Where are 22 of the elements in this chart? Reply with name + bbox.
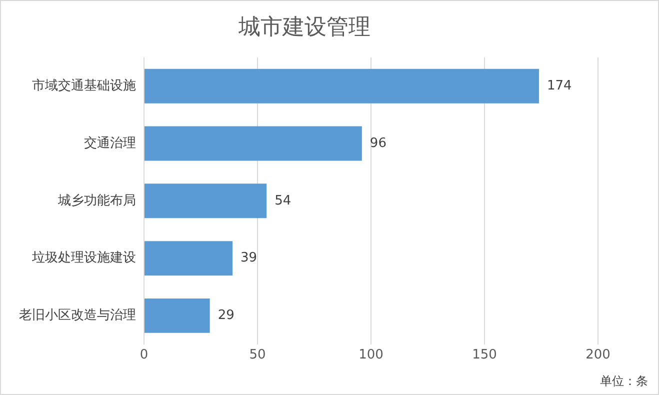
y-tick-label: 交通治理 [84, 134, 136, 151]
x-tick-label: 150 [472, 348, 497, 363]
bar [144, 241, 233, 276]
text: 单位：条 [600, 374, 648, 388]
bar [144, 126, 362, 161]
y-tick-label: 城乡功能布局 [57, 193, 136, 208]
x-tick-label: 50 [249, 348, 266, 363]
y-tick-label: 垃圾处理设施建设 [31, 250, 136, 266]
data-label: 96 [370, 136, 386, 151]
data-label: 174 [546, 78, 572, 94]
data-label: 39 [240, 250, 258, 266]
x-tick-label: 100 [358, 348, 384, 363]
y-tick-label: 市域交通基础设施 [32, 77, 136, 94]
bar [144, 68, 539, 104]
chart-title: 城市建设管理 [238, 14, 370, 40]
y-tick-label: 老旧小区改造与治理 [19, 308, 136, 324]
x-tick-label: 0 [140, 348, 148, 363]
x-tick-label: 200 [586, 348, 610, 363]
data-label: 54 [274, 193, 292, 208]
bar [144, 184, 267, 218]
bar [144, 298, 210, 333]
data-label: 29 [218, 308, 234, 324]
